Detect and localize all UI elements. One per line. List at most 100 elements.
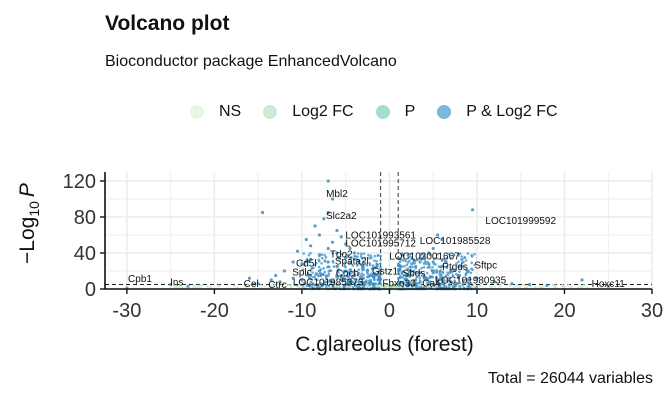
data-point [327,272,331,275]
data-point-fc [364,285,368,289]
data-point [356,273,360,277]
data-point [269,278,273,282]
data-point [354,280,358,284]
data-point [454,272,458,276]
data-point [466,252,470,255]
data-point [445,266,449,270]
point-label: Ca4 [422,278,441,289]
point-label: LOC101999592 [485,216,556,227]
data-point-fc [533,285,537,289]
data-point [412,258,416,262]
data-point [344,255,348,260]
data-point [410,255,413,259]
y-tick-label: 0 [85,279,96,301]
data-point [467,285,471,289]
data-point [427,262,431,266]
data-point [357,268,361,272]
data-point-fc [259,284,263,287]
data-point-fc [174,284,177,288]
data-point [316,272,320,276]
data-point [311,266,315,270]
data-point [580,278,584,282]
data-point [418,276,421,280]
data-point-fc [268,286,271,289]
data-point [320,282,323,285]
data-point [409,269,413,273]
data-point [378,262,382,265]
data-point [440,282,443,285]
data-point [445,278,448,282]
data-point [335,276,338,279]
data-point [407,254,411,258]
data-point [309,244,313,248]
data-point [338,257,342,261]
data-point [309,251,312,255]
data-point [470,254,474,257]
data-point-fc [217,284,220,288]
data-point [411,265,414,269]
data-point [342,270,345,274]
data-point [449,256,453,260]
data-point [362,252,366,256]
data-point [256,282,260,286]
data-point [397,272,401,275]
data-point [466,281,469,285]
data-point [373,254,376,258]
data-point-fc [252,286,256,289]
data-point [418,281,421,285]
data-point [427,251,431,255]
data-point [415,258,419,262]
data-point-fc [284,286,288,289]
data-point [351,280,355,284]
data-point [410,262,414,266]
data-point [344,269,348,273]
data-point-fc [471,285,474,289]
data-point [435,233,440,237]
data-point [399,275,402,278]
data-point [260,210,265,215]
data-point-fc [289,284,293,287]
data-point [342,278,345,282]
data-point-fc [329,285,333,288]
data-point [398,264,402,267]
data-point [351,264,355,267]
data-point [335,273,338,277]
data-point [322,217,326,221]
data-point [425,279,428,282]
data-point [361,280,364,284]
data-point [316,278,319,282]
data-point [357,260,361,264]
data-point [409,281,412,284]
data-point [444,274,448,278]
data-point [317,285,320,288]
point-label: Cel [244,279,259,290]
data-point-fc [400,283,403,287]
x-tick-label: -20 [200,300,229,322]
point-label: Gstz1 [372,267,399,278]
data-point [431,271,435,275]
data-point [405,263,409,267]
data-point [422,265,426,269]
point-label: Sftpc [474,260,497,271]
data-point [457,277,461,280]
data-point [424,262,428,266]
data-point [355,264,359,267]
data-point [352,251,357,255]
data-point [400,272,404,276]
legend-label: P [404,103,416,120]
data-point [363,261,367,265]
data-point [421,273,425,276]
data-point [437,265,441,268]
data-point [460,255,463,258]
data-point [431,246,435,251]
data-point-fc [206,285,210,288]
data-point [408,275,411,279]
legend-item: P & Log2 FC [437,103,558,121]
data-point [435,268,439,272]
data-point-fc [478,284,482,288]
x-tick-label: -10 [287,300,316,322]
data-point [409,265,412,269]
data-point [355,284,359,288]
data-point [324,274,328,278]
